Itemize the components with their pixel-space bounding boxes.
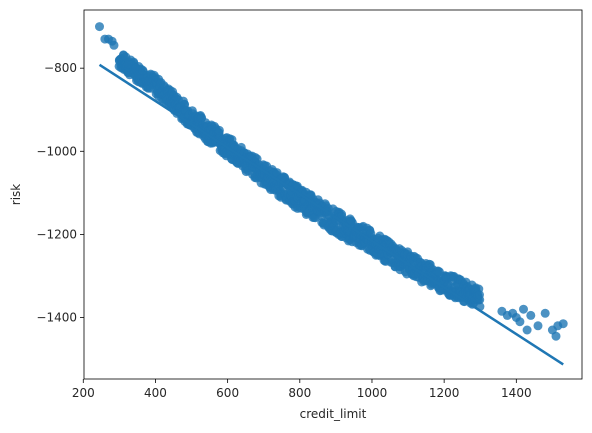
data-point xyxy=(558,319,568,329)
data-point xyxy=(526,310,536,320)
x-tick-label: 1400 xyxy=(501,386,532,400)
regression-line-layer xyxy=(98,63,564,366)
data-point xyxy=(138,65,148,75)
regression-line xyxy=(98,63,564,366)
y-axis-label: risk xyxy=(9,184,23,206)
data-point xyxy=(95,22,104,32)
data-point xyxy=(551,331,561,341)
axes-frame xyxy=(83,9,583,380)
y-tick-label: −800 xyxy=(44,61,77,75)
x-tick-label: 600 xyxy=(216,386,239,400)
y-tick-label: −1200 xyxy=(36,227,77,241)
y-tick-label: −1000 xyxy=(36,144,77,158)
data-point xyxy=(519,304,528,314)
data-point xyxy=(123,59,133,69)
data-point xyxy=(522,325,532,335)
x-tick-label: 800 xyxy=(288,386,311,400)
data-point xyxy=(475,290,484,300)
y-tick-label: −1400 xyxy=(36,311,77,325)
x-tick-label: 1200 xyxy=(429,386,460,400)
data-point xyxy=(540,308,550,318)
x-tick-label: 400 xyxy=(144,386,167,400)
x-tick-label: 200 xyxy=(72,386,95,400)
y-ticks: −1400 −1200 −1000 −800 xyxy=(36,61,84,325)
points-layer xyxy=(95,22,568,341)
x-axis-label: credit_limit xyxy=(300,407,367,421)
data-point xyxy=(109,40,119,50)
data-point xyxy=(533,321,543,331)
x-ticks: 200 400 600 800 1000 1200 1400 xyxy=(72,379,532,400)
x-tick-label: 1000 xyxy=(357,386,388,400)
data-point xyxy=(214,125,224,135)
data-point xyxy=(515,317,525,327)
data-point xyxy=(121,52,131,62)
